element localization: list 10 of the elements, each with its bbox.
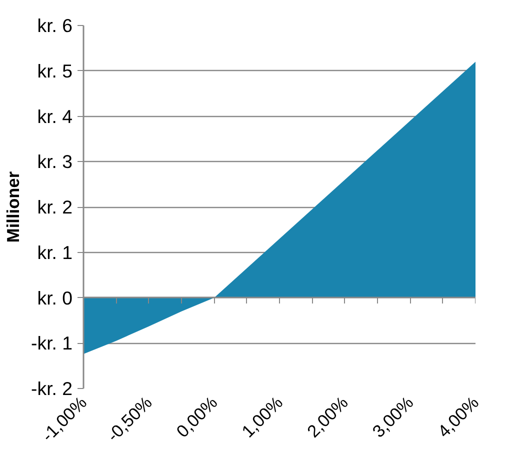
y-tick-label: -kr. 1 [31,332,73,354]
y-tick-label: kr. 4 [37,106,73,127]
y-tick-label: kr. 6 [37,15,73,36]
y-tick-label: kr. 0 [37,287,73,308]
y-axis-title: Millioner [3,171,24,243]
y-tick-label: kr. 3 [37,151,73,172]
y-tick-label: kr. 5 [37,60,73,82]
y-tick-label: -kr. 2 [31,378,73,399]
y-tick-label: kr. 1 [37,242,73,263]
y-tick-label: kr. 2 [37,196,73,218]
